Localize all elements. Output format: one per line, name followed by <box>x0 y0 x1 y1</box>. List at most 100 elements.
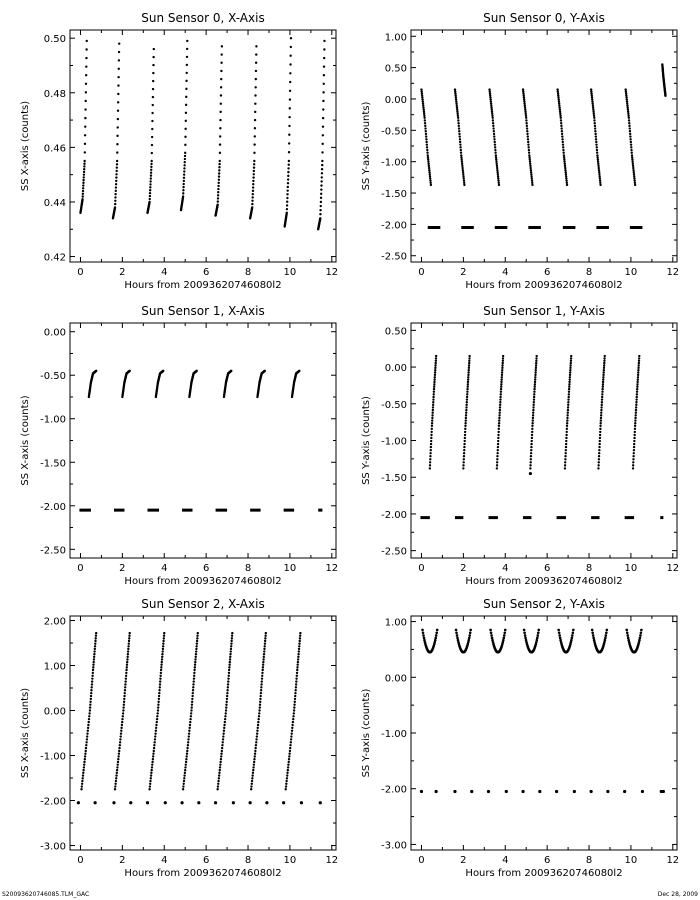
data-point <box>572 789 576 794</box>
data-point <box>636 387 639 391</box>
data-point <box>629 138 632 141</box>
y-axis-label: SS Y-axis (counts) <box>361 688 372 777</box>
data-point <box>127 639 131 643</box>
data-series-1 <box>111 42 121 220</box>
data-point <box>190 703 194 706</box>
data-point <box>82 178 85 182</box>
data-point <box>287 760 290 764</box>
data-point <box>637 366 640 370</box>
data-point <box>456 110 459 113</box>
data-point <box>602 369 606 372</box>
data-point <box>429 177 432 180</box>
data-point <box>293 703 296 706</box>
data-point <box>148 197 151 201</box>
data-point <box>84 116 87 120</box>
data-point <box>534 364 538 367</box>
data-point <box>151 763 154 766</box>
data-point <box>465 411 468 414</box>
data-point <box>294 686 298 689</box>
data-point <box>566 414 569 417</box>
data-point <box>222 729 226 732</box>
data-point <box>253 755 256 758</box>
data-point <box>596 158 600 161</box>
data-point <box>122 709 125 712</box>
data-point <box>500 385 503 388</box>
x-axis-label: Hours from 20093620746080l2 <box>465 868 622 879</box>
data-point <box>114 183 118 186</box>
data-point <box>465 406 468 409</box>
y-tick-label: 0.44 <box>44 198 66 209</box>
data-point <box>256 726 259 730</box>
data-point <box>220 53 223 56</box>
data-point <box>196 637 199 640</box>
data-point <box>598 436 602 440</box>
data-point <box>463 436 467 440</box>
data-point <box>460 160 464 163</box>
data-point <box>220 77 223 81</box>
data-point <box>182 173 186 176</box>
x-tick-label: 12 <box>325 267 338 278</box>
data-point <box>562 151 565 154</box>
data-point <box>431 416 434 420</box>
data-point <box>93 645 97 648</box>
data-point <box>455 634 459 637</box>
data-point <box>184 763 187 766</box>
data-point <box>85 741 88 744</box>
data-point <box>599 183 602 187</box>
data-point <box>286 182 290 185</box>
data-point <box>181 788 185 791</box>
data-point <box>422 108 425 111</box>
data-point <box>219 118 222 122</box>
data-point <box>563 160 566 163</box>
data-point <box>557 96 560 99</box>
data-point <box>571 634 574 637</box>
data-point <box>118 749 121 753</box>
data-point <box>489 96 492 99</box>
data-point <box>600 408 603 412</box>
data-point <box>466 387 469 391</box>
data-point <box>263 645 266 648</box>
data-point <box>296 666 299 669</box>
data-point <box>123 697 126 701</box>
data-point <box>501 641 505 644</box>
data-point <box>119 738 122 741</box>
data-point <box>530 445 533 449</box>
data-point <box>470 789 474 794</box>
data-point <box>117 59 121 62</box>
data-point <box>117 752 121 755</box>
data-point <box>82 766 86 769</box>
data-point <box>455 631 458 635</box>
data-point <box>633 177 636 180</box>
data-point <box>320 176 323 179</box>
data-point <box>254 86 257 89</box>
data-point <box>633 179 636 182</box>
data-point <box>225 694 229 698</box>
data-point <box>462 464 465 467</box>
data-point <box>158 686 161 689</box>
data-point <box>151 79 155 83</box>
data-point <box>83 134 87 137</box>
data-point <box>319 196 323 200</box>
data-point <box>182 192 185 195</box>
data-series-4 <box>214 45 224 217</box>
data-point <box>568 385 571 388</box>
data-point <box>459 151 463 154</box>
data-point <box>435 628 439 632</box>
data-point <box>533 380 537 384</box>
data-point <box>564 175 568 178</box>
data-point <box>455 102 458 105</box>
data-point <box>626 104 629 107</box>
data-series-5 <box>590 628 609 654</box>
data-point <box>565 424 569 428</box>
data-point <box>491 116 494 119</box>
data-point <box>429 458 432 461</box>
data-point <box>113 202 117 206</box>
data-point <box>492 132 496 136</box>
data-point <box>524 636 527 640</box>
data-point <box>465 408 468 412</box>
data-point <box>633 183 637 187</box>
data-point <box>570 354 573 358</box>
data-point <box>535 359 538 362</box>
data-point <box>500 383 503 386</box>
data-point <box>216 200 220 203</box>
